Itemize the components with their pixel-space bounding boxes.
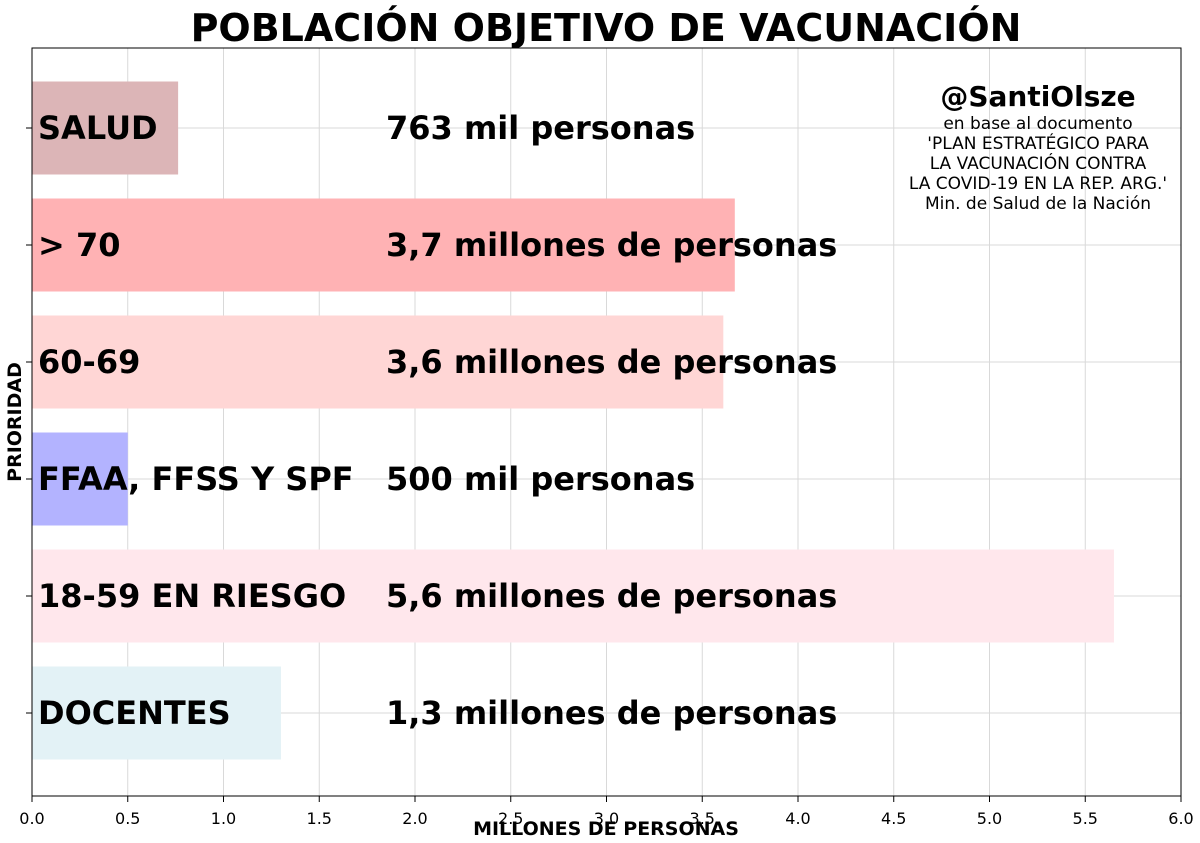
category-label: > 70 [38,226,120,264]
bar [32,666,281,760]
x-tick-label: 3.5 [690,809,715,828]
credit-line: en base al documento [943,114,1132,134]
bar [32,549,1114,643]
value-label: 763 mil personas [386,109,695,147]
value-label: 1,3 millones de personas [386,694,837,732]
y-axis-label: PRIORIDAD [4,362,26,482]
ticks: 0.0 0.5 1.0 1.5 2.0 2.5 3.0 3.5 4.0 4.5 5.0 5.5 6.0 [19,127,1194,828]
x-tick-label: 0.0 [19,809,44,828]
x-tick-label: 2.5 [498,809,523,828]
credit-line: Min. de Salud de la Nación [925,194,1151,214]
credit-line: LA VACUNACIÓN CONTRA [930,152,1147,174]
category-label: DOCENTES [38,694,231,732]
x-tick-label: 5.0 [977,809,1002,828]
x-tick-label: 1.5 [307,809,332,828]
credit-line: LA COVID-19 EN LA REP. ARG.' [909,174,1167,194]
x-axis-label: MILLONES DE PERSONAS [473,818,739,840]
category-label: SALUD [38,109,158,147]
value-label: 3,7 millones de personas [386,226,837,264]
value-label: 500 mil personas [386,460,695,498]
x-tick-label: 4.0 [785,809,810,828]
bar [32,81,179,175]
chart-title: POBLACIÓN OBJETIVO DE VACUNACIÓN [191,6,1022,50]
category-label: 60-69 [38,343,140,381]
value-label: 3,6 millones de personas [386,343,837,381]
x-tick-label: 5.5 [1073,809,1098,828]
bar [32,198,735,292]
bars [32,81,1114,760]
x-tick-label: 2.0 [402,809,427,828]
bar-labels: SALUD 763 mil personas > 70 3,7 millones de… [38,109,837,732]
x-tick-label: 6.0 [1168,809,1193,828]
category-label: 18-59 EN RIESGO [38,577,346,615]
x-tick-label: 0.5 [115,809,140,828]
credit-annotation: @SantiOlsze en base al documento'PLAN ES… [909,80,1167,214]
x-tick-label: 1.0 [211,809,236,828]
bar [32,315,724,409]
category-label: FFAA, FFSS Y SPF [38,460,354,498]
x-tick-label: 3.0 [594,809,619,828]
credit-line: 'PLAN ESTRATÉGICO PARA [927,132,1149,154]
credit-handle: @SantiOlsze [940,80,1135,113]
value-label: 5,6 millones de personas [386,577,837,615]
bar [32,432,128,526]
x-tick-label: 4.5 [881,809,906,828]
